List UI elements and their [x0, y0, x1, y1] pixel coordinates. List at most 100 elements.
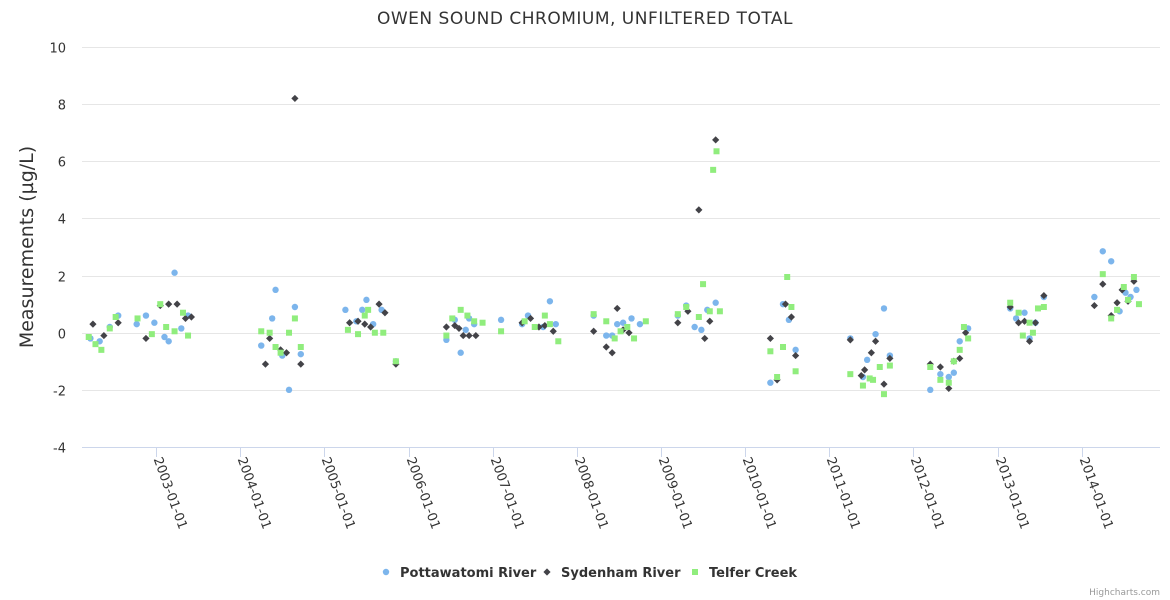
- data-point[interactable]: [880, 380, 888, 388]
- data-point[interactable]: [960, 324, 967, 330]
- data-point[interactable]: [114, 319, 122, 327]
- data-point[interactable]: [937, 376, 944, 383]
- data-point[interactable]: [866, 375, 873, 382]
- data-point[interactable]: [867, 349, 875, 357]
- data-point[interactable]: [1025, 337, 1034, 345]
- data-point[interactable]: [603, 332, 610, 339]
- data-point[interactable]: [950, 358, 957, 365]
- data-point[interactable]: [1114, 306, 1121, 313]
- data-point[interactable]: [442, 323, 450, 331]
- data-point[interactable]: [1012, 315, 1020, 322]
- data-point[interactable]: [1040, 291, 1048, 300]
- data-point[interactable]: [459, 331, 467, 340]
- legend-item[interactable]: Pottawatomi River: [382, 566, 537, 581]
- data-point[interactable]: [608, 349, 616, 357]
- data-point[interactable]: [361, 320, 369, 328]
- data-point[interactable]: [134, 315, 141, 322]
- data-point[interactable]: [1107, 258, 1115, 265]
- data-point[interactable]: [1020, 317, 1029, 325]
- data-point[interactable]: [937, 370, 944, 378]
- data-point[interactable]: [787, 313, 796, 321]
- data-point[interactable]: [695, 206, 703, 214]
- data-point[interactable]: [173, 300, 181, 308]
- data-point[interactable]: [945, 379, 952, 386]
- data-point[interactable]: [1040, 304, 1047, 310]
- data-point[interactable]: [695, 314, 702, 320]
- data-point[interactable]: [716, 308, 723, 315]
- data-point[interactable]: [455, 324, 463, 333]
- data-point[interactable]: [1034, 305, 1041, 312]
- data-point[interactable]: [112, 314, 119, 320]
- data-point[interactable]: [1120, 284, 1127, 290]
- data-point[interactable]: [258, 342, 265, 349]
- data-point[interactable]: [1130, 274, 1137, 280]
- data-point[interactable]: [555, 338, 562, 345]
- data-point[interactable]: [148, 331, 155, 338]
- data-point[interactable]: [784, 274, 791, 280]
- data-point[interactable]: [871, 337, 880, 345]
- data-point[interactable]: [258, 328, 265, 335]
- data-point[interactable]: [282, 349, 291, 357]
- data-point[interactable]: [1015, 309, 1022, 316]
- data-point[interactable]: [92, 341, 99, 348]
- data-point[interactable]: [266, 334, 274, 343]
- data-point[interactable]: [636, 320, 644, 328]
- data-point[interactable]: [497, 316, 505, 324]
- data-point[interactable]: [956, 338, 963, 345]
- data-point[interactable]: [297, 360, 305, 368]
- data-point[interactable]: [962, 329, 970, 337]
- data-point[interactable]: [106, 325, 113, 332]
- data-point[interactable]: [361, 312, 368, 319]
- data-point[interactable]: [788, 304, 795, 310]
- data-point[interactable]: [457, 349, 464, 356]
- data-point[interactable]: [847, 371, 854, 378]
- data-point[interactable]: [945, 373, 952, 381]
- data-point[interactable]: [178, 325, 185, 332]
- data-point[interactable]: [628, 315, 635, 322]
- data-point[interactable]: [691, 323, 698, 331]
- data-point[interactable]: [392, 358, 399, 365]
- data-point[interactable]: [617, 328, 624, 335]
- data-point[interactable]: [171, 328, 178, 335]
- data-point[interactable]: [698, 326, 705, 334]
- data-point[interactable]: [85, 334, 92, 340]
- data-point[interactable]: [1026, 319, 1033, 326]
- data-point[interactable]: [965, 335, 972, 342]
- data-point[interactable]: [171, 269, 178, 276]
- data-point[interactable]: [451, 321, 459, 330]
- data-point[interactable]: [706, 308, 713, 315]
- data-point[interactable]: [380, 329, 387, 336]
- data-point[interactable]: [1007, 299, 1014, 306]
- data-point[interactable]: [89, 320, 97, 328]
- data-point[interactable]: [1099, 280, 1107, 288]
- data-point[interactable]: [297, 350, 304, 358]
- data-point[interactable]: [1015, 319, 1023, 327]
- data-point[interactable]: [1019, 332, 1026, 339]
- data-point[interactable]: [956, 354, 964, 363]
- data-point[interactable]: [624, 324, 631, 330]
- data-point[interactable]: [465, 331, 473, 340]
- data-point[interactable]: [346, 319, 354, 327]
- data-point[interactable]: [367, 323, 375, 331]
- data-point[interactable]: [880, 391, 887, 398]
- legend-item[interactable]: Sydenham River: [543, 566, 681, 581]
- data-point[interactable]: [498, 328, 505, 335]
- data-point[interactable]: [713, 148, 720, 155]
- data-point[interactable]: [766, 334, 774, 343]
- data-point[interactable]: [285, 386, 293, 394]
- data-point[interactable]: [98, 346, 105, 353]
- data-point[interactable]: [365, 306, 372, 313]
- data-point[interactable]: [1135, 301, 1142, 308]
- legend-item[interactable]: Telfer Creek: [692, 566, 797, 581]
- data-point[interactable]: [712, 136, 720, 144]
- data-point[interactable]: [479, 319, 486, 326]
- data-point[interactable]: [375, 300, 383, 308]
- data-point[interactable]: [541, 312, 548, 319]
- data-point[interactable]: [706, 317, 714, 325]
- data-point[interactable]: [142, 312, 150, 319]
- data-point[interactable]: [546, 298, 554, 305]
- data-point[interactable]: [261, 360, 270, 368]
- data-point[interactable]: [767, 379, 774, 386]
- data-point[interactable]: [457, 306, 464, 313]
- data-point[interactable]: [1125, 296, 1132, 303]
